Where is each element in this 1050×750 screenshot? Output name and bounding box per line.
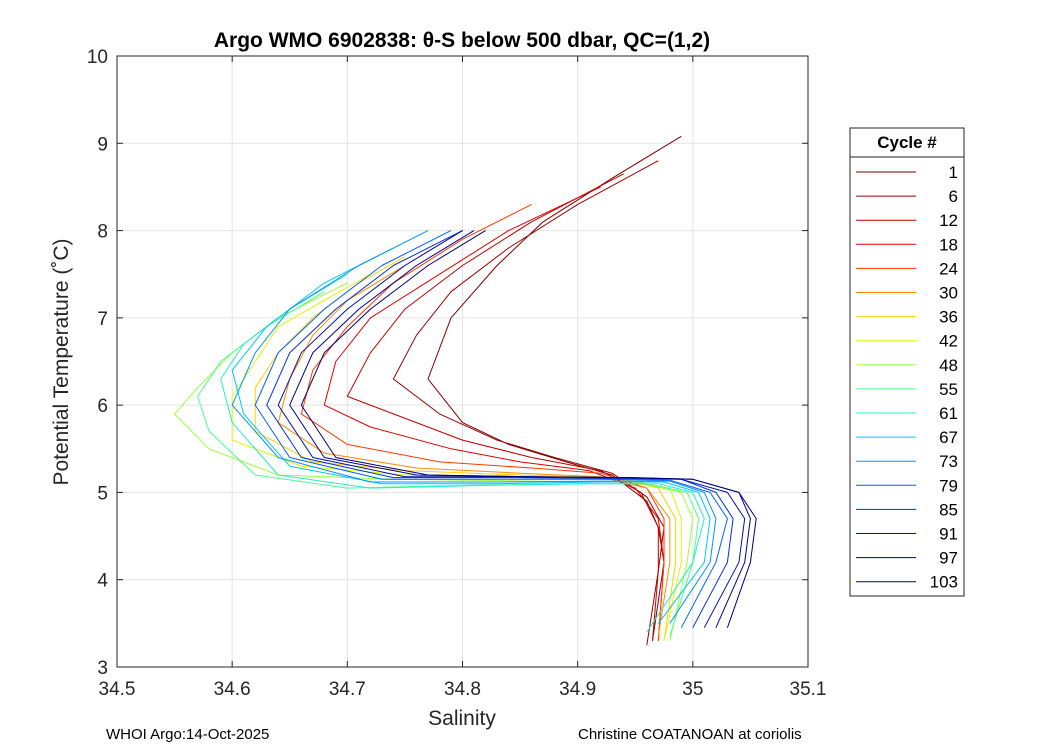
legend: Cycle # 1 6 12 18 24 30 36 42 48 55 61 67 73 79 85 91 97… [849, 127, 965, 597]
legend-label: 61 [939, 404, 958, 423]
legend-label: 85 [939, 500, 958, 519]
series-line-cycle-85 [266, 230, 734, 628]
x-tick-label: 34.5 [99, 679, 136, 700]
legend-label: 6 [949, 187, 958, 206]
legend-label: 55 [939, 380, 958, 399]
x-axis-label: Salinity [428, 707, 496, 730]
legend-label: 1 [949, 163, 958, 182]
legend-label: 24 [939, 259, 958, 278]
legend-label: 97 [939, 549, 958, 568]
legend-label: 48 [939, 356, 958, 375]
series-line-cycle-6 [392, 160, 665, 646]
legend-label: 18 [939, 235, 958, 254]
series-line-cycle-73 [231, 230, 717, 624]
legend-label: 42 [939, 332, 958, 351]
chart-title: Argo WMO 6902838: θ-S below 500 dbar, QC… [214, 29, 710, 52]
series-line-cycle-91 [277, 230, 746, 628]
series-line-cycle-61 [220, 273, 705, 633]
legend-label: 12 [939, 211, 958, 230]
x-tick-label: 34.7 [329, 679, 366, 700]
x-tick-label: 35 [682, 679, 703, 700]
x-tick-label: 35.1 [790, 679, 827, 700]
x-axis-ticks: 34.5 34.6 34.7 34.8 34.9 35 35.1 [99, 56, 827, 700]
legend-box [849, 127, 965, 597]
legend-title: Cycle # [877, 133, 937, 152]
y-tick-label: 7 [97, 309, 108, 330]
y-tick-label: 6 [97, 396, 108, 417]
series-line-cycle-30 [277, 230, 671, 637]
legend-label: 67 [939, 428, 958, 447]
y-axis-label: Potential Temperature (˚C) [50, 238, 73, 485]
footer-right: Christine COATANOAN at coriolis [578, 726, 802, 743]
y-tick-label: 3 [97, 658, 108, 679]
x-tick-label: 34.6 [214, 679, 251, 700]
y-tick-label: 9 [97, 134, 108, 155]
series-lines [174, 135, 757, 646]
y-tick-label: 8 [97, 222, 108, 243]
legend-label: 30 [939, 284, 958, 303]
legend-label: 103 [930, 573, 958, 592]
legend-label: 73 [939, 452, 958, 471]
series-line-cycle-79 [254, 230, 728, 628]
legend-label: 91 [939, 525, 958, 544]
series-line-cycle-36 [254, 256, 677, 641]
x-tick-label: 34.9 [559, 679, 596, 700]
x-tick-label: 34.8 [444, 679, 481, 700]
series-line-cycle-18 [323, 186, 665, 641]
series-line-cycle-103 [300, 230, 757, 628]
legend-label: 36 [939, 308, 958, 327]
series-line-cycle-12 [346, 173, 659, 641]
series-line-cycle-48 [174, 282, 694, 641]
y-tick-label: 5 [97, 483, 108, 504]
series-line-cycle-24 [300, 203, 665, 641]
y-tick-label: 10 [87, 47, 108, 68]
y-tick-label: 4 [97, 571, 108, 592]
series-line-cycle-55 [197, 291, 700, 637]
y-axis-ticks: 3 4 5 6 7 8 9 10 [87, 47, 808, 679]
series-line-cycle-67 [231, 247, 711, 624]
footer-left: WHOI Argo:14-Oct-2025 [106, 726, 270, 743]
legend-items: 1 6 12 18 24 30 36 42 48 55 61 67 73 79 85 91 97 103 [856, 163, 958, 592]
legend-label: 79 [939, 476, 958, 495]
series-line-cycle-42 [231, 273, 682, 641]
